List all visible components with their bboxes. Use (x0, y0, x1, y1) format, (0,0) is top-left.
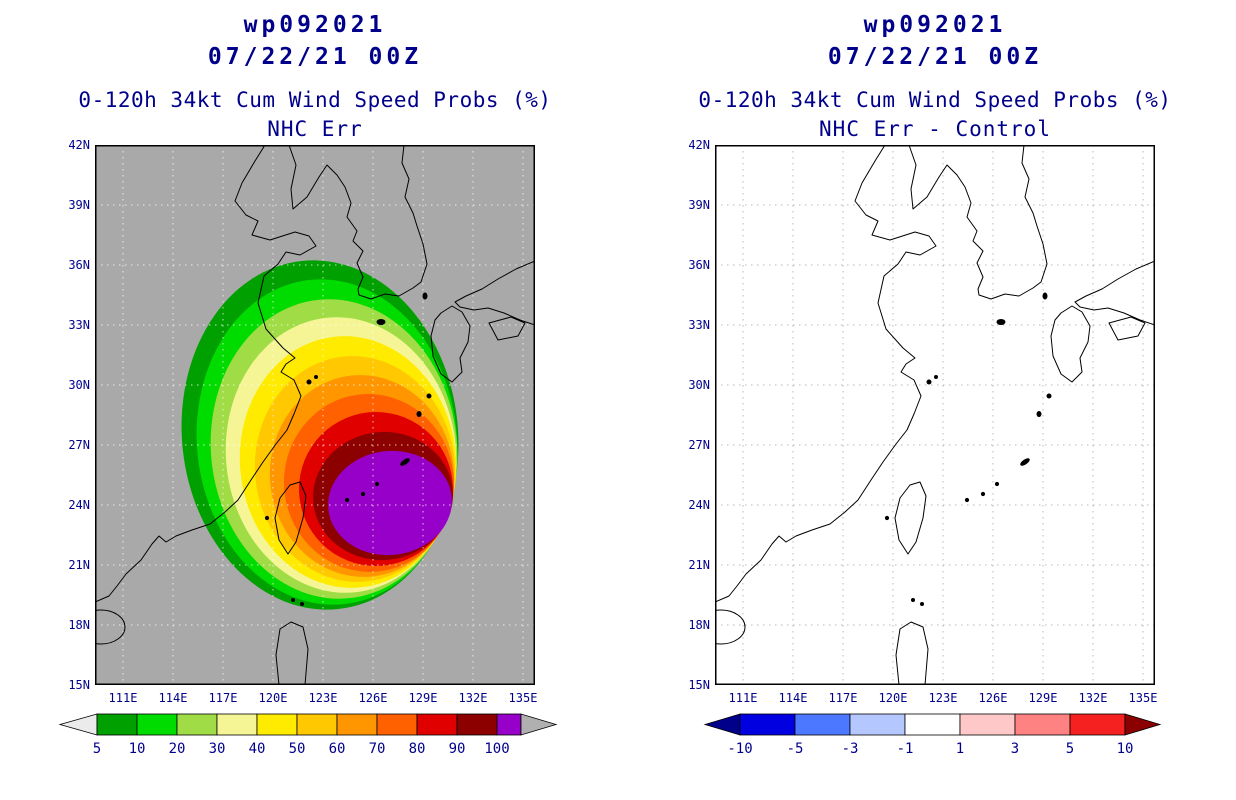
lat-tick-label: 15N (68, 678, 90, 692)
colorbar-tick-label: 10 (1116, 741, 1134, 757)
colorbar-tick-label: 90 (448, 741, 466, 757)
storm-id: wp092021 (863, 12, 1007, 38)
lon-tick-label: 129E (408, 691, 438, 705)
colorbar-segment (256, 713, 298, 736)
lat-tick-label: 15N (688, 678, 710, 692)
model-label: NHC Err (267, 117, 363, 141)
map-background (715, 145, 1155, 685)
prob-contour-100 (328, 450, 452, 556)
colorbar-tick-label: 3 (1010, 741, 1020, 757)
lat-tick-label: 42N (68, 138, 90, 152)
panel-nhc-err: wp092021 07/22/21 00Z 0-120h 34kt Cum Wi… (58, 12, 558, 757)
lat-tick-label: 33N (68, 318, 90, 332)
lat-tick-label: 33N (688, 318, 710, 332)
lon-tick-label: 120E (878, 691, 908, 705)
colorbar-below-min-arrow (703, 713, 741, 736)
storm-id: wp092021 (243, 12, 387, 38)
lon-tick-label: 117E (828, 691, 858, 705)
lat-tick-label: 24N (68, 498, 90, 512)
colorbar-segment (96, 713, 138, 736)
colorbar-segment (849, 713, 906, 736)
colorbar-tick-label: -3 (841, 741, 859, 757)
lon-tick-label: 111E (728, 691, 758, 705)
init-time: 07/22/21 00Z (827, 44, 1043, 70)
colorbar-tick-label: 80 (408, 741, 426, 757)
colorbar-tick-label: 20 (168, 741, 186, 757)
lat-tick-label: 30N (68, 378, 90, 392)
lat-tick-label: 27N (688, 438, 710, 452)
lat-tick-label: 42N (688, 138, 710, 152)
map-nhc-err (95, 145, 535, 685)
colorbar-tick-label: -10 (727, 741, 753, 757)
lat-tick-label: 36N (68, 258, 90, 272)
map-nhc-err-minus-control (715, 145, 1155, 685)
colorbar-segment (794, 713, 851, 736)
colorbar-above-max-arrow (520, 713, 558, 736)
lat-tick-label: 21N (68, 558, 90, 572)
colorbar-tick-label: 100 (484, 741, 510, 757)
lon-tick-label: 114E (778, 691, 808, 705)
colorbar-tick-label: 1 (955, 741, 965, 757)
lon-tick-label: 123E (308, 691, 338, 705)
lat-tick-label: 27N (68, 438, 90, 452)
lat-tick-label: 36N (688, 258, 710, 272)
colorbar-tick-label: 50 (288, 741, 306, 757)
colorbar-difference (703, 713, 1162, 736)
colorbar-segment (216, 713, 258, 736)
colorbar-segment (739, 713, 796, 736)
lat-tick-label: 39N (688, 198, 710, 212)
lon-tick-label: 132E (458, 691, 488, 705)
colorbar-tick-label: 5 (1065, 741, 1075, 757)
colorbar-segment (496, 713, 522, 736)
lat-tick-label: 39N (68, 198, 90, 212)
init-time: 07/22/21 00Z (207, 44, 423, 70)
colorbar-segment (1069, 713, 1126, 736)
probability-swath (181, 260, 459, 610)
product-title: 0-120h 34kt Cum Wind Speed Probs (%) (78, 88, 552, 112)
colorbar-segment (456, 713, 498, 736)
colorbar-above-max-arrow (1124, 713, 1162, 736)
colorbar-below-min-arrow (58, 713, 98, 736)
colorbar-segment (176, 713, 218, 736)
colorbar-segment (416, 713, 458, 736)
lon-tick-label: 120E (258, 691, 288, 705)
colorbar-tick-label: 10 (128, 741, 146, 757)
lon-tick-label: 135E (1128, 691, 1158, 705)
colorbar-segment (904, 713, 961, 736)
colorbar-tick-label: 70 (368, 741, 386, 757)
map-frame (95, 145, 535, 685)
lon-tick-label: 114E (158, 691, 188, 705)
lon-tick-label: 126E (978, 691, 1008, 705)
map-frame (715, 145, 1155, 685)
lat-tick-label: 18N (688, 618, 710, 632)
lon-tick-label: 117E (208, 691, 238, 705)
lon-tick-label: 126E (358, 691, 388, 705)
colorbar-segment (136, 713, 178, 736)
colorbar-probability (58, 713, 558, 736)
colorbar-tick-label: -5 (786, 741, 804, 757)
lat-tick-label: 30N (688, 378, 710, 392)
colorbar-segment (1014, 713, 1071, 736)
colorbar-segment (296, 713, 338, 736)
colorbar-segment (376, 713, 418, 736)
model-label: NHC Err - Control (819, 117, 1051, 141)
lon-tick-label: 132E (1078, 691, 1108, 705)
lat-tick-label: 18N (68, 618, 90, 632)
lon-tick-label: 123E (928, 691, 958, 705)
colorbar-tick-label: 60 (328, 741, 346, 757)
colorbar-tick-label: 40 (248, 741, 266, 757)
product-title: 0-120h 34kt Cum Wind Speed Probs (%) (698, 88, 1172, 112)
colorbar-tick-label: 5 (92, 741, 102, 757)
colorbar-tick-label: 30 (208, 741, 226, 757)
colorbar-segment (336, 713, 378, 736)
colorbar-segment (959, 713, 1016, 736)
lon-tick-label: 135E (508, 691, 538, 705)
panel-nhc-err-minus-control: wp092021 07/22/21 00Z 0-120h 34kt Cum Wi… (620, 0, 1236, 800)
lon-tick-label: 129E (1028, 691, 1058, 705)
lat-tick-label: 24N (688, 498, 710, 512)
colorbar-tick-label: -1 (896, 741, 914, 757)
lon-tick-label: 111E (108, 691, 138, 705)
lat-tick-label: 21N (688, 558, 710, 572)
